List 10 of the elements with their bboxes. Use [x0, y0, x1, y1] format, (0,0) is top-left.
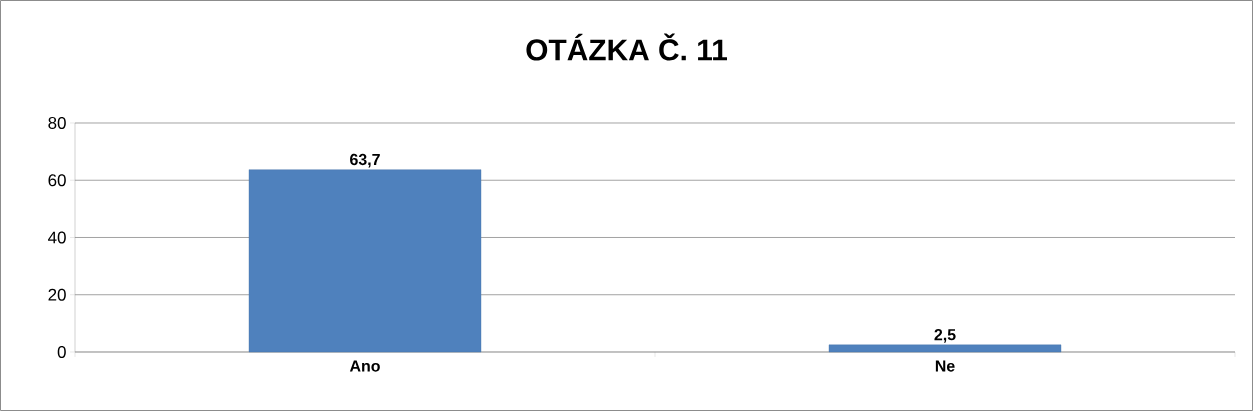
y-tick-label: 40 — [48, 231, 66, 244]
y-tick-label: 20 — [48, 288, 66, 301]
y-tick-label: 80 — [48, 117, 66, 129]
data-label: 63,7 — [350, 153, 380, 168]
y-tick-label: 60 — [48, 174, 66, 187]
data-label: 2,5 — [934, 329, 956, 343]
x-tick-label: Ano — [349, 360, 380, 372]
x-tick-label: Ne — [935, 360, 955, 372]
y-tick-label: 0 — [57, 346, 66, 358]
chart-title: OTÁZKA Č. 11 — [526, 33, 727, 61]
